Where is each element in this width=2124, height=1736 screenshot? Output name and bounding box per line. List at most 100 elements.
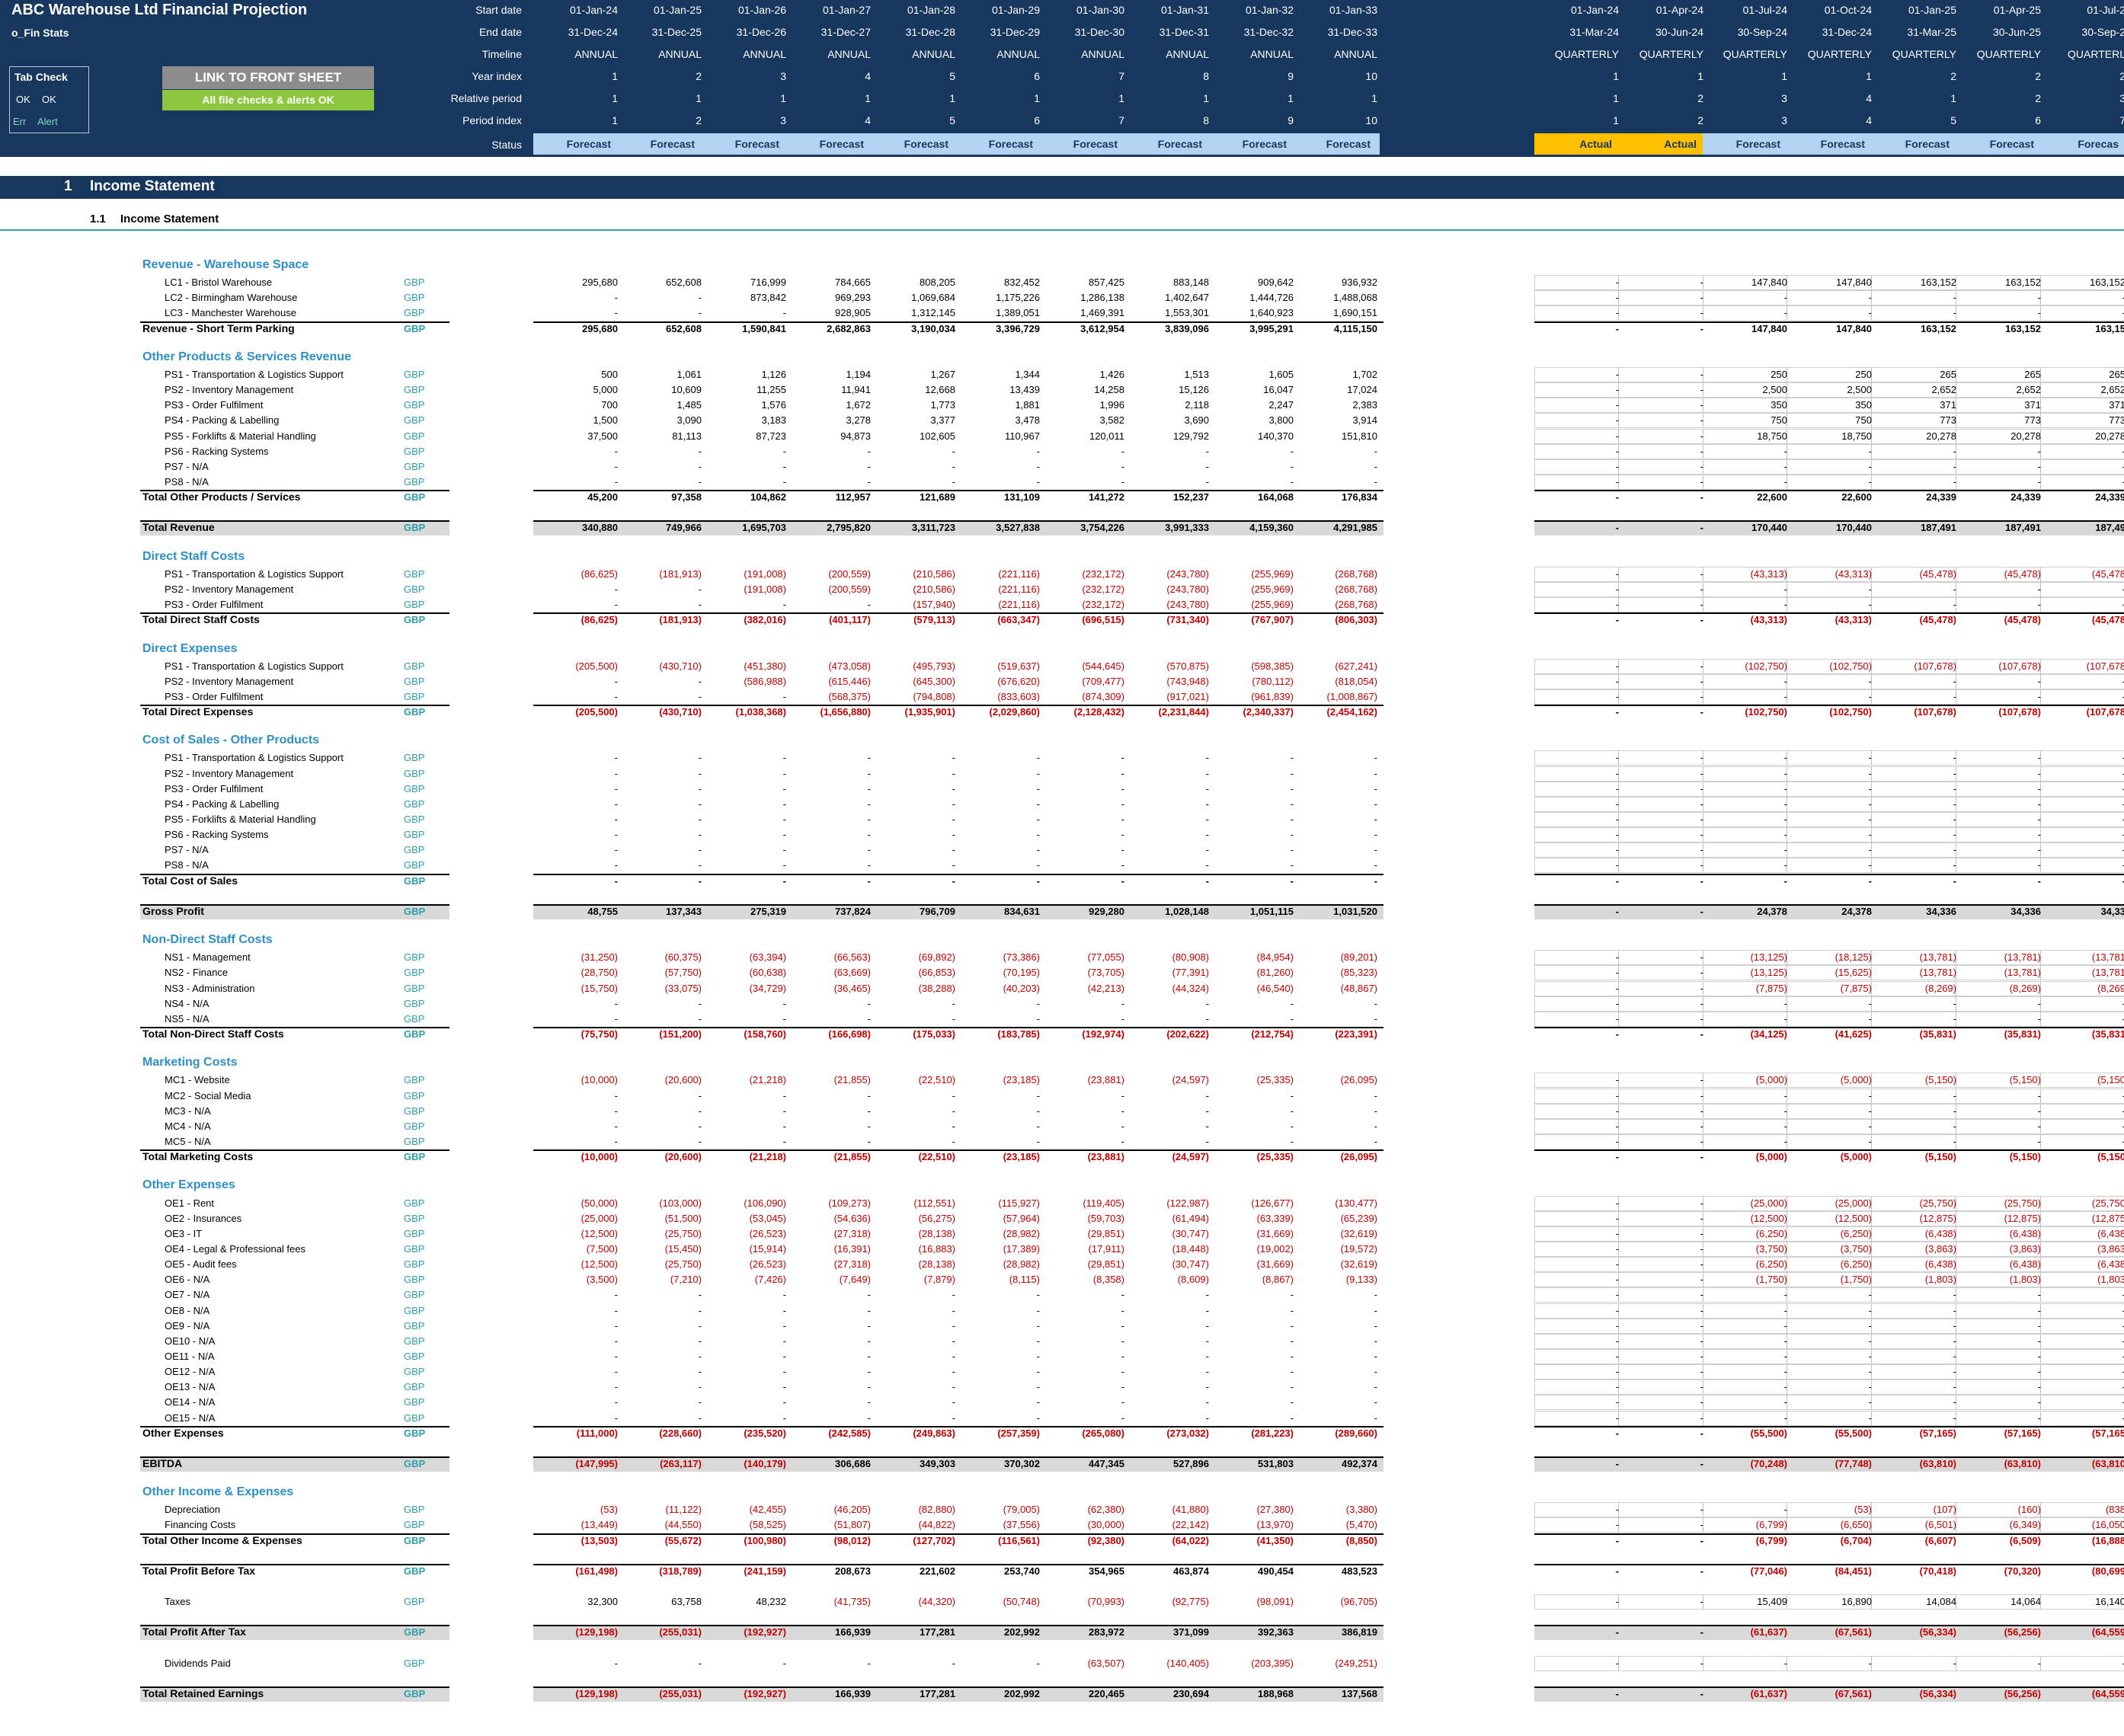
quarterly-value-cell: 22,600 [1841, 491, 1872, 504]
quarter-cell-border [2041, 1011, 2124, 1027]
quarterly-value-cell: (5,150) [2009, 1151, 2041, 1163]
row-highlight [1534, 903, 2124, 919]
quarterly-value-cell: - [1700, 690, 1703, 702]
row-label: Other Expenses [142, 1426, 224, 1439]
quarterly-value-cell: - [1615, 322, 1619, 334]
row-top-border [1534, 1625, 2124, 1627]
status-cell: Forecast [533, 133, 620, 155]
quarter-cell-border [1619, 996, 1703, 1012]
quarter-cell-border [1872, 566, 1956, 582]
annual-value-cell: - [1121, 1012, 1124, 1025]
unit-label: GBP [404, 491, 426, 504]
timeline-timeline-cell: ANNUAL [996, 48, 1040, 60]
annual-value-cell: (28,138) [918, 1227, 955, 1239]
quarterly-value-cell: (64,559 [2091, 1626, 2124, 1638]
annual-value-cell: (109,273) [828, 1197, 871, 1209]
annual-value-cell: (192,927) [744, 1626, 786, 1638]
annual-value-cell: (961,839) [1251, 690, 1294, 702]
annual-value-cell: - [1121, 859, 1124, 871]
annual-value-cell: (191,008) [744, 583, 786, 595]
quarterly-value-cell: - [1783, 1089, 1787, 1101]
status-cell: Forecast [1040, 133, 1127, 155]
quarter-cell-border [1956, 658, 2041, 674]
annual-value-cell: - [952, 767, 955, 779]
quarter-cell-border [1787, 1410, 1872, 1426]
quarterly-value-cell: - [1700, 1457, 1703, 1469]
quarterly-value-cell: - [1700, 782, 1703, 794]
annual-value-cell: 208,673 [835, 1565, 871, 1577]
quarter-cell-border [1872, 1011, 1956, 1027]
quarterly-value-cell: - [1615, 859, 1619, 871]
annual-value-cell: (26,095) [1340, 1074, 1377, 1086]
quarter-cell-border [1703, 1287, 1787, 1303]
link-to-front-sheet-button[interactable]: LINK TO FRONT SHEET [162, 66, 374, 89]
quarter-cell-border [1956, 428, 2041, 444]
annual-value-cell: 1,702 [1352, 368, 1377, 380]
quarterly-value-cell: - [1615, 874, 1619, 887]
annual-value-cell: 737,824 [835, 905, 871, 917]
quarterly-value-cell: (45,478) [1919, 614, 1956, 626]
annual-value-cell: (25,335) [1256, 1151, 1294, 1163]
quarterly-value-cell: - [1615, 292, 1619, 304]
quarter-cell-border [1956, 812, 2041, 828]
annual-value-cell: (15,914) [749, 1242, 786, 1255]
timeline-start-cell: 01-Jan-26 [737, 4, 786, 16]
quarter-cell-border [2041, 443, 2124, 459]
quarterly-value-cell: (35,831) [2004, 1028, 2041, 1040]
unit-label: GBP [404, 859, 425, 871]
annual-value-cell: (205,500) [575, 706, 618, 718]
timeline-year-cell: 3 [780, 70, 786, 82]
quarterly-value-cell: - [1615, 767, 1619, 779]
quarter-cell-border [1956, 1088, 2041, 1104]
quarterly-value-cell: - [1868, 445, 1872, 457]
annual-value-cell: - [952, 1289, 955, 1301]
quarterly-value-cell: - [1868, 1089, 1872, 1101]
quarterly-value-cell: - [1615, 368, 1619, 380]
quarterly-value-cell: - [1868, 1120, 1872, 1132]
quarterly-value-cell: (67,561) [1835, 1626, 1872, 1638]
quarterly-value-cell: (43,313) [1750, 567, 1787, 580]
annual-value-cell: (115,927) [998, 1197, 1040, 1209]
annual-value-cell: 2,247 [1268, 399, 1294, 411]
row-top-border [1534, 903, 2124, 906]
annual-value-cell: - [1205, 782, 1209, 794]
table-row-gap [0, 919, 2124, 935]
unit-label: GBP [404, 1350, 425, 1362]
timeline-year-cell: 1 [1781, 70, 1787, 82]
annual-value-cell: (519,637) [997, 660, 1040, 672]
quarterly-value-cell: - [2037, 844, 2041, 856]
quarter-cell-border [1956, 382, 2041, 398]
quarter-cell-border [1872, 1257, 1956, 1273]
quarter-cell-border [1534, 842, 1619, 858]
quarter-cell-border [1872, 1380, 1956, 1396]
annual-value-cell: (210,586) [913, 583, 955, 595]
quarterly-value-cell: (102,750) [1745, 706, 1787, 718]
quarter-cell-border [1703, 1303, 1787, 1319]
row-label: PS6 - Racking Systems [165, 829, 269, 841]
tab-check-ok: OK [42, 94, 56, 105]
annual-value-cell: 97,358 [671, 491, 702, 504]
quarterly-value-cell: - [2043, 1320, 2124, 1332]
quarter-cell-border [1872, 443, 1956, 459]
annual-value-cell: (61,494) [1172, 1212, 1209, 1224]
annual-value-cell: - [614, 782, 618, 794]
quarter-cell-border [1534, 1088, 1619, 1104]
quarterly-value-cell: (6,250) [1755, 1258, 1787, 1271]
quarterly-value-cell: (3,750) [1755, 1242, 1787, 1255]
annual-value-cell: - [1290, 460, 1294, 472]
quarterly-value-cell: (6,650) [1840, 1519, 1872, 1531]
timeline-year-cell: 2 [696, 70, 702, 82]
annual-value-cell: (62,380) [1087, 1504, 1124, 1516]
row-top-border [140, 903, 449, 906]
table-row-item: PS1 - Transportation & Logistics Support… [0, 566, 2124, 582]
quarter-cell-border [1619, 413, 1703, 429]
quarterly-value-cell: - [1700, 1105, 1703, 1117]
table-row-item: LC1 - Bristol Warehouse GBP 295,680 652,608… [0, 275, 2124, 291]
annual-value-cell: - [867, 844, 871, 856]
quarterly-value-cell: - [1700, 475, 1703, 488]
annual-value-cell: 1,488,068 [1333, 292, 1377, 304]
quarterly-value-cell: (1,750) [1755, 1274, 1787, 1286]
annual-value-cell: - [1121, 997, 1124, 1009]
